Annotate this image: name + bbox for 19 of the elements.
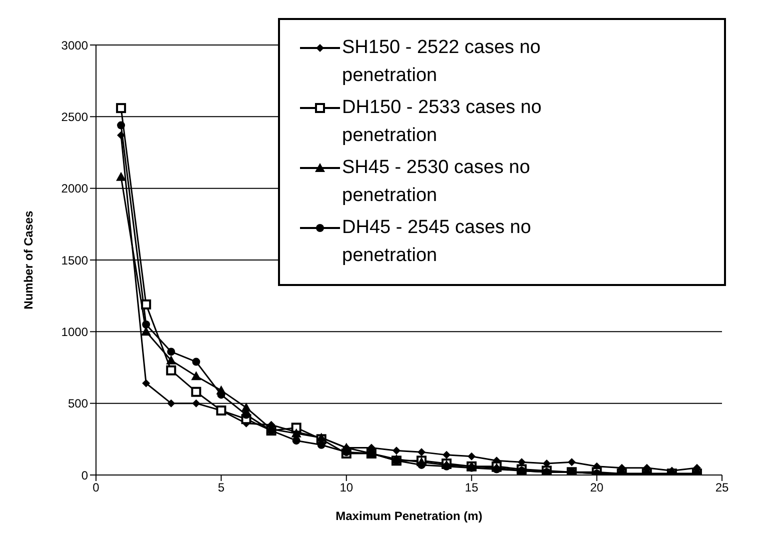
y-tick-label: 2500 xyxy=(61,110,88,124)
x-tick-label: 0 xyxy=(92,480,100,495)
legend-label: DH150 - 2533 cases no penetration xyxy=(342,96,543,148)
y-tick-label: 3000 xyxy=(61,38,88,52)
y-tick-label: 500 xyxy=(68,396,88,411)
legend-label: DH45 - 2545 cases no penetration xyxy=(342,216,532,268)
x-tick-label: 5 xyxy=(218,480,225,495)
x-tick-label: 10 xyxy=(340,480,354,495)
x-tick-label: 20 xyxy=(590,480,604,495)
x-tick-label: 25 xyxy=(715,480,729,495)
y-tick-label: 1500 xyxy=(61,253,88,268)
legend-label: SH45 - 2530 cases no penetration xyxy=(342,156,532,208)
y-axis-title: Number of Cases xyxy=(21,210,36,310)
x-tick-label: 15 xyxy=(464,480,479,495)
y-tick-label: 1000 xyxy=(61,324,88,339)
x-axis-title: Maximum Penetration (m) xyxy=(336,509,482,523)
y-tick-label: 2000 xyxy=(61,182,88,196)
y-tick-label: 0 xyxy=(81,468,88,482)
legend-label: SH150 - 2522 cases no penetration xyxy=(342,36,542,88)
